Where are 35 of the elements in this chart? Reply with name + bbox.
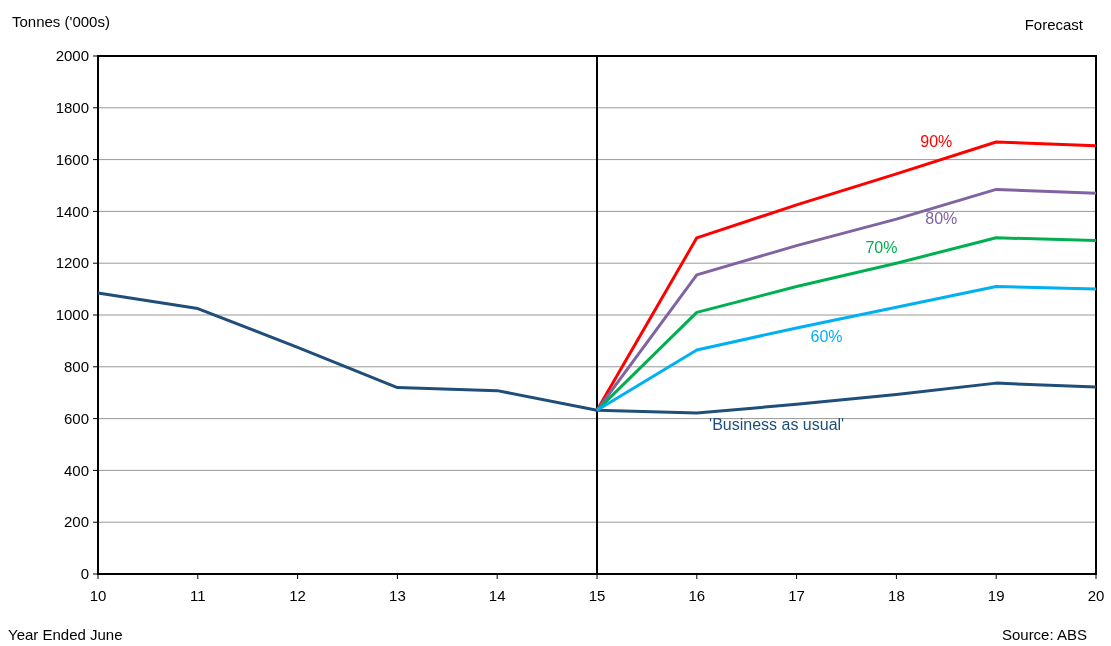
- line-series: [595, 236, 1098, 412]
- y-tick-label: 0: [80, 565, 89, 583]
- x-tick-label: 18: [888, 587, 905, 604]
- x-tick-label: 11: [190, 587, 206, 604]
- series-label: 80%: [925, 209, 958, 227]
- y-tick-label: 1800: [55, 99, 89, 117]
- y-tick-label: 1400: [55, 202, 89, 220]
- line-series: [595, 187, 1098, 412]
- y-tick-label: 2000: [55, 47, 89, 65]
- x-tick-label: 14: [488, 587, 506, 604]
- series-label: 90%: [920, 133, 953, 151]
- y-tick-label: 800: [63, 358, 89, 376]
- y-tick-label: 400: [63, 461, 89, 479]
- series-label: 70%: [865, 238, 898, 256]
- y-tick-label: 1000: [55, 306, 89, 324]
- y-axis-title: Tonnes ('000s): [12, 13, 110, 30]
- x-tick-label: 17: [788, 587, 805, 604]
- line-series: [595, 285, 1098, 412]
- x-tick-label: 12: [289, 587, 306, 604]
- x-tick-label: 20: [1087, 587, 1105, 604]
- x-axis-title: Year Ended June: [8, 626, 123, 643]
- x-tick-label: 10: [89, 587, 107, 604]
- x-tick-label: 16: [688, 587, 706, 604]
- y-tick-label: 200: [63, 513, 89, 531]
- line-series: [96, 291, 1098, 415]
- series-label: 60%: [810, 327, 843, 345]
- y-tick-label: 1200: [55, 254, 89, 272]
- x-tick-label: 13: [389, 587, 406, 604]
- y-tick-label: 600: [63, 409, 89, 427]
- y-tick-label: 1600: [55, 150, 89, 168]
- x-tick-label: 15: [588, 587, 606, 604]
- x-tick-label: 19: [987, 587, 1005, 604]
- series-label: 'Business as usual': [709, 416, 845, 434]
- source-note: Source: ABS: [1001, 626, 1087, 643]
- text: Forecast: [1024, 16, 1084, 33]
